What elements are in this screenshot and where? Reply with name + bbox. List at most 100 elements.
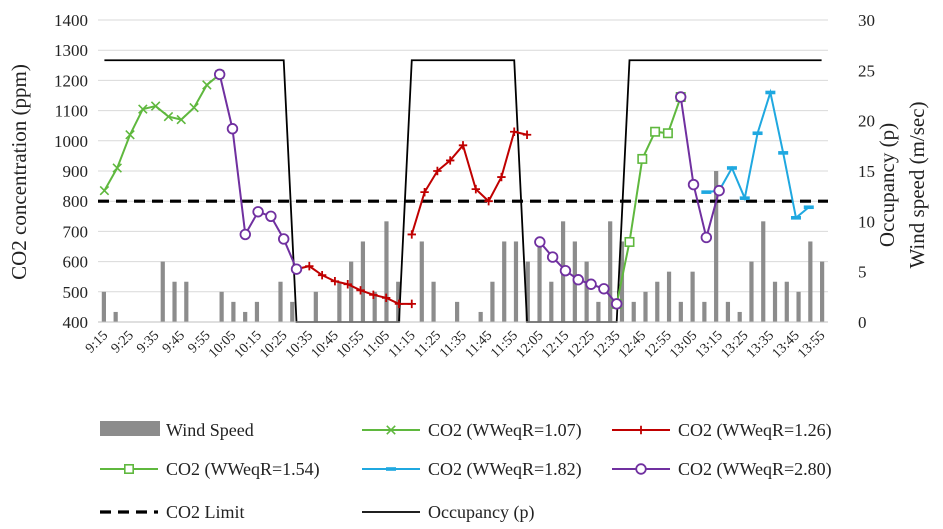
wind-speed-bar xyxy=(384,221,389,322)
data-point xyxy=(213,68,226,81)
y-tick-right: 30 xyxy=(858,11,875,30)
x-tick: 11:25 xyxy=(411,328,444,361)
data-point xyxy=(343,280,352,289)
x-tick: 11:15 xyxy=(386,328,419,361)
y-tick-right: 25 xyxy=(858,61,875,80)
wind-speed-bar xyxy=(549,281,554,322)
y-tick-left: 700 xyxy=(63,222,89,241)
data-point xyxy=(433,166,442,176)
data-point xyxy=(369,290,378,300)
wind-speed-bar xyxy=(596,301,601,322)
data-point xyxy=(559,264,572,277)
data-point xyxy=(522,130,532,139)
data-point xyxy=(290,263,303,275)
data-point xyxy=(765,90,776,95)
data-point xyxy=(305,261,314,271)
wind-speed-bar xyxy=(219,291,224,322)
x-tick: 13:45 xyxy=(770,328,803,361)
x-tick: 9:45 xyxy=(160,328,188,356)
legend-label: CO2 (WWeqR=1.26) xyxy=(678,420,832,441)
wind-speed-bar xyxy=(714,171,719,322)
wind-speed-bar xyxy=(455,301,460,322)
legend-item: Wind Speed xyxy=(100,420,254,440)
legend-label: CO2 (WWeqR=2.80) xyxy=(678,459,832,480)
legend-label: CO2 (WWeqR=1.82) xyxy=(428,459,582,480)
x-tick: 12:15 xyxy=(539,328,572,361)
x-tick: 9:35 xyxy=(134,328,162,356)
y-tick-left: 600 xyxy=(63,253,89,272)
data-point xyxy=(330,277,340,286)
data-point xyxy=(598,283,610,295)
x-tick: 13:05 xyxy=(667,328,700,361)
data-point xyxy=(125,129,135,140)
occupancy-line xyxy=(104,59,822,323)
legend-item: CO2 (WWeqR=1.54) xyxy=(100,459,320,480)
x-tick: 13:55 xyxy=(795,328,828,361)
data-point xyxy=(752,131,763,136)
data-point xyxy=(176,114,187,125)
wind-speed-bar xyxy=(784,281,789,322)
wind-speed-bar xyxy=(372,291,377,322)
data-point xyxy=(700,231,713,244)
x-tick: 10:35 xyxy=(283,328,316,361)
wind-speed-bar xyxy=(702,301,707,322)
wind-speed-bar xyxy=(231,301,236,322)
data-point xyxy=(99,185,110,196)
data-point xyxy=(739,196,750,200)
data-point xyxy=(356,286,365,295)
y-axis-right-title-2: Wind speed (m/sec) xyxy=(905,101,929,268)
data-point xyxy=(124,463,135,474)
y-tick-left: 400 xyxy=(63,313,89,332)
y-tick-left: 1200 xyxy=(54,71,88,90)
data-point xyxy=(239,228,251,241)
x-tick: 11:45 xyxy=(463,328,496,361)
x-tick: 10:45 xyxy=(309,328,342,361)
data-point xyxy=(471,184,481,194)
data-point xyxy=(624,236,635,247)
series-line xyxy=(103,73,221,192)
data-point xyxy=(381,293,391,303)
y-tick-left: 900 xyxy=(63,162,89,181)
wind-speed-bar xyxy=(113,311,118,322)
x-tick: 12:05 xyxy=(514,328,547,361)
legend-item: Occupancy (p) xyxy=(362,502,534,523)
data-point xyxy=(163,111,174,122)
wind-speed-bar xyxy=(490,281,495,322)
data-point xyxy=(790,216,801,220)
data-point xyxy=(701,190,712,194)
data-point xyxy=(687,178,700,191)
wind-speed-bar xyxy=(349,261,354,322)
occupancy-path xyxy=(104,59,822,323)
legend-label: CO2 Limit xyxy=(166,502,245,522)
x-tick: 9:25 xyxy=(109,328,137,356)
wind-speed-bar xyxy=(184,281,189,322)
data-point xyxy=(420,187,429,197)
y-tick-left: 1100 xyxy=(55,102,88,121)
wind-speed-bar xyxy=(101,291,106,322)
data-point xyxy=(534,236,546,248)
legend: Wind Speed CO2 (WWeqR=1.07) CO2 (WWeqR=1.2… xyxy=(100,420,832,523)
data-point xyxy=(572,274,584,286)
data-point xyxy=(394,299,404,309)
data-point xyxy=(497,172,506,182)
series-line xyxy=(679,96,721,238)
wind-speed-bar xyxy=(360,241,366,322)
gridlines xyxy=(98,19,828,323)
wind-speed-bar xyxy=(313,291,318,322)
y-tick-right: 5 xyxy=(858,263,867,282)
data-point xyxy=(317,270,327,280)
wind-speed-bar xyxy=(772,281,778,322)
data-point xyxy=(662,128,673,139)
y-tick-left: 1300 xyxy=(54,41,88,60)
x-tick: 9:15 xyxy=(83,328,111,356)
x-tick: 11:05 xyxy=(360,328,393,361)
y-tick-left: 1000 xyxy=(54,132,88,151)
wind-speed-bar xyxy=(537,241,542,322)
data-point xyxy=(265,210,277,223)
data-point xyxy=(226,123,239,135)
data-point xyxy=(112,163,122,173)
data-point xyxy=(713,184,725,197)
wind-speed-bar xyxy=(678,301,683,322)
wind-speed-bar xyxy=(796,291,801,322)
